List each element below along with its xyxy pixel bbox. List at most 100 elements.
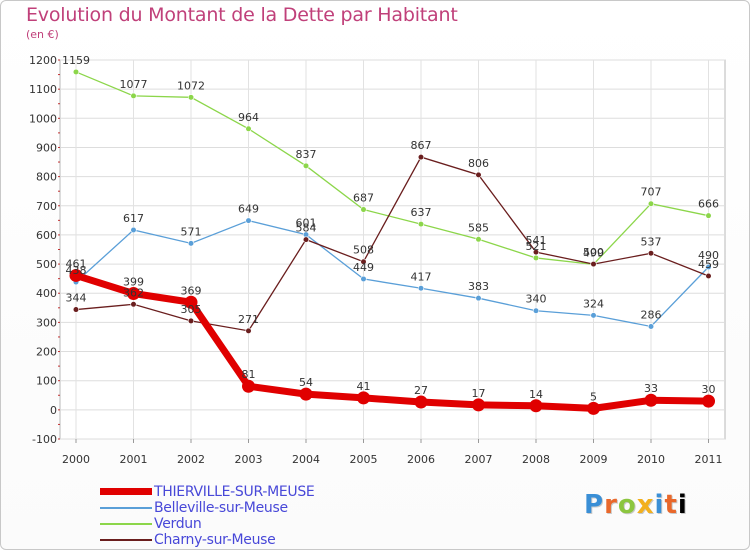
x-tick-label: 2004 — [292, 453, 320, 466]
data-point-charny-sur-meuse — [647, 250, 655, 257]
chart-title: Evolution du Montant de la Dette par Hab… — [26, 4, 458, 26]
data-label-thierville-sur-meuse: 30 — [702, 383, 716, 396]
data-point-verdun — [417, 221, 425, 228]
data-label-belleville-sur-meuse: 649 — [238, 203, 259, 216]
data-label-verdun: 666 — [698, 198, 719, 211]
data-point-verdun — [532, 254, 540, 262]
plot-area — [59, 59, 726, 440]
data-label-thierville-sur-meuse: 17 — [472, 387, 486, 400]
logo-letter: r — [604, 490, 618, 520]
data-label-verdun: 964 — [238, 111, 259, 124]
x-tick-label: 2000 — [62, 453, 90, 466]
legend-swatch-belleville — [100, 507, 152, 509]
legend-label-charny: Charny-sur-Meuse — [154, 532, 276, 548]
x-tick-label: 2010 — [637, 453, 665, 466]
data-label-verdun: 707 — [641, 186, 662, 199]
data-point-thierville-sur-meuse — [414, 395, 428, 409]
data-point-belleville-sur-meuse — [590, 312, 597, 319]
data-label-charny-sur-meuse: 508 — [353, 244, 374, 257]
data-label-charny-sur-meuse: 584 — [296, 222, 317, 235]
y-tick-label: 1200 — [29, 54, 57, 67]
y-tick-label: 400 — [36, 287, 57, 300]
data-label-charny-sur-meuse: 305 — [181, 303, 202, 316]
data-point-charny-sur-meuse — [360, 258, 367, 265]
x-tick-label: 2011 — [695, 453, 723, 466]
data-point-belleville-sur-meuse — [532, 307, 540, 314]
y-tick-label: 200 — [36, 346, 57, 359]
y-tick-label: 1100 — [29, 83, 57, 96]
y-tick-label: 900 — [36, 141, 57, 154]
data-point-thierville-sur-meuse — [529, 399, 543, 413]
series-line-charny-sur-meuse — [75, 156, 709, 332]
data-point-charny-sur-meuse — [72, 306, 80, 313]
data-point-belleville-sur-meuse — [417, 285, 425, 292]
y-tick-label: 300 — [36, 316, 57, 329]
x-tick-label: 2009 — [580, 453, 608, 466]
y-tick-label: 0 — [50, 404, 57, 417]
data-point-charny-sur-meuse — [302, 236, 310, 243]
logo-letter: t — [664, 490, 678, 520]
x-tick-label: 2001 — [120, 453, 148, 466]
data-point-thierville-sur-meuse — [644, 393, 658, 407]
data-label-belleville-sur-meuse: 340 — [526, 293, 547, 306]
series-line-belleville-sur-meuse — [75, 219, 709, 328]
data-label-belleville-sur-meuse: 324 — [583, 297, 604, 310]
data-point-thierville-sur-meuse — [702, 394, 715, 408]
data-point-charny-sur-meuse — [532, 249, 540, 256]
data-label-charny-sur-meuse: 459 — [698, 258, 719, 271]
x-tick-label: 2007 — [465, 453, 493, 466]
x-tick-label: 2002 — [177, 453, 205, 466]
y-tick-label: 700 — [36, 200, 57, 213]
y-tick-label: -100 — [32, 433, 57, 446]
data-point-thierville-sur-meuse — [69, 268, 83, 282]
x-tick-label: 2005 — [350, 453, 378, 466]
data-label-verdun: 499 — [583, 246, 604, 259]
data-point-charny-sur-meuse — [475, 171, 482, 178]
data-point-verdun — [72, 68, 80, 76]
data-label-thierville-sur-meuse: 5 — [590, 390, 597, 403]
data-label-thierville-sur-meuse: 54 — [299, 376, 313, 389]
data-label-belleville-sur-meuse: 571 — [181, 225, 202, 238]
data-label-verdun: 1077 — [120, 78, 148, 91]
legend-swatch-verdun — [100, 523, 152, 525]
data-label-verdun: 585 — [468, 221, 489, 234]
y-tick-label: 600 — [36, 229, 57, 242]
x-tick-label: 2006 — [407, 453, 435, 466]
data-label-thierville-sur-meuse: 33 — [644, 382, 658, 395]
data-point-charny-sur-meuse — [187, 317, 195, 325]
data-point-belleville-sur-meuse — [647, 323, 655, 330]
data-point-thierville-sur-meuse — [472, 398, 485, 412]
series-line-verdun — [75, 71, 709, 266]
data-label-thierville-sur-meuse: 399 — [123, 276, 144, 289]
data-label-belleville-sur-meuse: 286 — [641, 308, 662, 321]
data-label-belleville-sur-meuse: 438 — [66, 264, 87, 277]
data-label-belleville-sur-meuse: 417 — [411, 270, 432, 283]
logo-letter: i — [677, 490, 688, 520]
x-tick-label: 2003 — [235, 453, 263, 466]
logo-letter: x — [636, 490, 655, 520]
data-point-belleville-sur-meuse — [130, 226, 137, 234]
legend-label-verdun: Verdun — [154, 516, 202, 532]
data-point-charny-sur-meuse — [130, 301, 137, 308]
data-point-charny-sur-meuse — [705, 272, 712, 280]
logo-letter: o — [617, 490, 637, 520]
data-point-verdun — [130, 92, 137, 99]
data-point-thierville-sur-meuse — [184, 295, 198, 309]
data-point-belleville-sur-meuse — [360, 275, 367, 283]
data-label-belleville-sur-meuse: 601 — [296, 217, 317, 230]
series-line-thierville-sur-meuse — [72, 271, 712, 412]
legend-swatch-charny — [100, 539, 152, 541]
data-point-thierville-sur-meuse — [587, 401, 600, 415]
data-point-thierville-sur-meuse — [127, 287, 140, 301]
data-point-verdun — [647, 200, 655, 207]
logo-letter: i — [654, 490, 665, 520]
data-label-belleville-sur-meuse: 490 — [698, 249, 719, 262]
y-tick-label: 800 — [36, 171, 57, 184]
data-point-verdun — [475, 236, 482, 243]
data-point-charny-sur-meuse — [590, 260, 597, 268]
data-point-verdun — [245, 125, 252, 132]
data-label-thierville-sur-meuse: 369 — [181, 284, 202, 297]
data-label-belleville-sur-meuse: 617 — [123, 212, 144, 225]
data-label-charny-sur-meuse: 541 — [526, 234, 547, 247]
data-label-belleville-sur-meuse: 449 — [353, 261, 374, 274]
